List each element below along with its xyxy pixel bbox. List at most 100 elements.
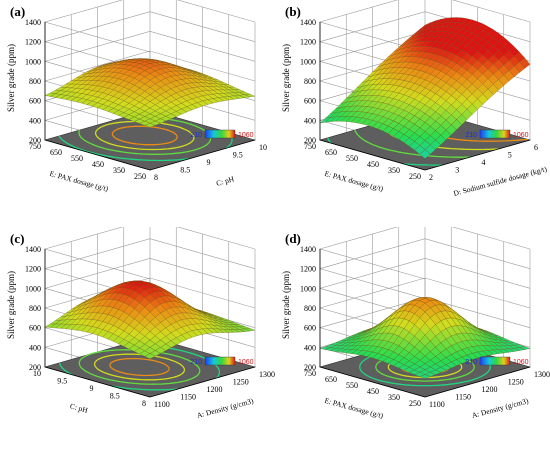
contour-lines xyxy=(58,110,233,162)
x-tick-label: 4 xyxy=(482,158,486,167)
z-tick-label: 1000 xyxy=(25,57,41,66)
z-tick-label: 800 xyxy=(29,304,41,313)
y-tick-label: 450 xyxy=(367,160,379,169)
x-tick-label: 10 xyxy=(259,143,267,152)
panel-b: 200 400 600 800 1000 1200 1400 2 3 4 5 6 250 350 450 55… xyxy=(275,0,550,227)
surface-cell xyxy=(419,374,431,379)
x-tick-label: 1300 xyxy=(259,370,275,379)
axes xyxy=(44,22,256,171)
z-tick-label: 800 xyxy=(304,77,316,86)
color-legend: 210 1060 xyxy=(465,356,529,366)
z-tick-label: 1400 xyxy=(300,18,316,27)
response-surface xyxy=(44,280,256,359)
y-tick-label: 650 xyxy=(325,375,337,384)
x-tick-label: 1100 xyxy=(154,400,170,409)
response-surface xyxy=(319,297,531,379)
x-tick-label: 1100 xyxy=(429,400,445,409)
y-tick-label: 250 xyxy=(409,399,421,408)
x-axis-line xyxy=(149,366,256,398)
z-tick-label: 1200 xyxy=(300,265,316,274)
color-legend: 210 1060 xyxy=(465,129,529,139)
z-tick-label: 600 xyxy=(29,324,41,333)
x-tick-label: 8.5 xyxy=(180,166,190,175)
x-tick-label: 1250 xyxy=(508,378,524,387)
panel-label: (a) xyxy=(10,4,25,19)
z-tick-label: 400 xyxy=(304,116,316,125)
x-axis-label: D: Sodium sulfide dosage (kg/t) xyxy=(452,164,548,198)
x-axis-label: A: Density (g/cm3) xyxy=(471,396,530,420)
y-tick-label: 750 xyxy=(29,142,41,151)
y-tick-label: 8 xyxy=(142,399,146,408)
y-tick-label: 250 xyxy=(134,172,146,181)
surface-cell xyxy=(144,353,156,359)
y-tick-label: 550 xyxy=(71,154,83,163)
wall-grid xyxy=(43,0,256,171)
y-axis-line xyxy=(44,139,151,171)
y-axis-label: E: PAX dosage (g/t) xyxy=(324,169,385,193)
y-tick-label: 350 xyxy=(113,166,125,175)
z-tick-label: 200 xyxy=(29,363,41,372)
x-tick-label: 1200 xyxy=(482,385,498,394)
axes xyxy=(319,22,531,171)
response-surface xyxy=(319,17,531,159)
axes xyxy=(44,249,256,398)
y-axis-label: E: PAX dosage (g/t) xyxy=(49,169,110,193)
panel-label: (b) xyxy=(285,4,301,19)
x-tick-label: 3 xyxy=(455,166,459,175)
x-axis-label: A: Density (g/cm3) xyxy=(196,396,255,420)
y-tick-label: 750 xyxy=(304,369,316,378)
contour-line xyxy=(111,125,178,146)
y-axis-line xyxy=(319,139,426,171)
z-tick-label: 1200 xyxy=(25,265,41,274)
z-tick-label: 600 xyxy=(29,97,41,106)
y-tick-label: 250 xyxy=(409,172,421,181)
y-tick-label: 9.5 xyxy=(57,377,67,386)
y-axis-label: C: pH xyxy=(69,401,89,415)
z-tick-label: 1400 xyxy=(25,245,41,254)
contour-line xyxy=(354,129,470,158)
z-axis-label: Silver grade (ppm) xyxy=(281,44,291,112)
panel-c: 200 400 600 800 1000 1200 1400 1100 1150 1200 1250… xyxy=(0,227,275,454)
y-axis-line xyxy=(44,366,151,398)
x-tick-label: 9 xyxy=(207,158,211,167)
y-tick-label: 650 xyxy=(50,148,62,157)
surface-plot: 200 400 600 800 1000 1200 1400 1100 1150 1200 1250… xyxy=(281,227,550,420)
surface-plot: 200 400 600 800 1000 1200 1400 2 3 4 5 6 250 350 450 55… xyxy=(281,0,548,198)
y-tick-label: 450 xyxy=(92,160,104,169)
x-tick-label: 8 xyxy=(154,173,158,182)
z-tick-label: 800 xyxy=(304,304,316,313)
z-axis-label: Silver grade (ppm) xyxy=(6,44,16,112)
z-tick-label: 200 xyxy=(304,363,316,372)
z-tick-label: 600 xyxy=(304,97,316,106)
x-tick-label: 6 xyxy=(534,143,538,152)
legend-gradient-bar xyxy=(479,356,511,366)
y-tick-label: 550 xyxy=(346,381,358,390)
y-tick-label: 550 xyxy=(346,154,358,163)
x-tick-label: 5 xyxy=(508,151,512,160)
panel-label: (c) xyxy=(10,231,24,246)
x-tick-label: 2 xyxy=(429,173,433,182)
y-tick-label: 650 xyxy=(325,148,337,157)
panel-label: (d) xyxy=(285,231,301,246)
z-tick-label: 1400 xyxy=(300,245,316,254)
z-tick-label: 1000 xyxy=(300,284,316,293)
z-axis-label: Silver grade (ppm) xyxy=(6,271,16,339)
z-tick-label: 1400 xyxy=(25,18,41,27)
z-tick-label: 400 xyxy=(29,116,41,125)
color-legend: 210 1060 xyxy=(190,129,254,139)
panel-a: 200 400 600 800 1000 1200 1400 8 8.5 9 9.5 10 250 350… xyxy=(0,0,275,227)
contour-line xyxy=(93,353,186,381)
surface-cell xyxy=(419,149,431,159)
x-tick-label: 1300 xyxy=(534,370,550,379)
surface-plot: 200 400 600 800 1000 1200 1400 1100 1150 1200 1250… xyxy=(6,227,275,420)
axes xyxy=(319,249,531,398)
legend-gradient-bar xyxy=(479,129,511,139)
legend-max-label: 1060 xyxy=(238,359,254,366)
x-axis-line xyxy=(149,139,256,171)
legend-min-label: 210 xyxy=(190,132,202,139)
z-tick-label: 1000 xyxy=(300,57,316,66)
panel-d: 200 400 600 800 1000 1200 1400 1100 1150 1200 1250… xyxy=(275,227,550,454)
legend-min-label: 210 xyxy=(190,359,202,366)
y-tick-label: 350 xyxy=(388,393,400,402)
z-tick-label: 800 xyxy=(29,77,41,86)
